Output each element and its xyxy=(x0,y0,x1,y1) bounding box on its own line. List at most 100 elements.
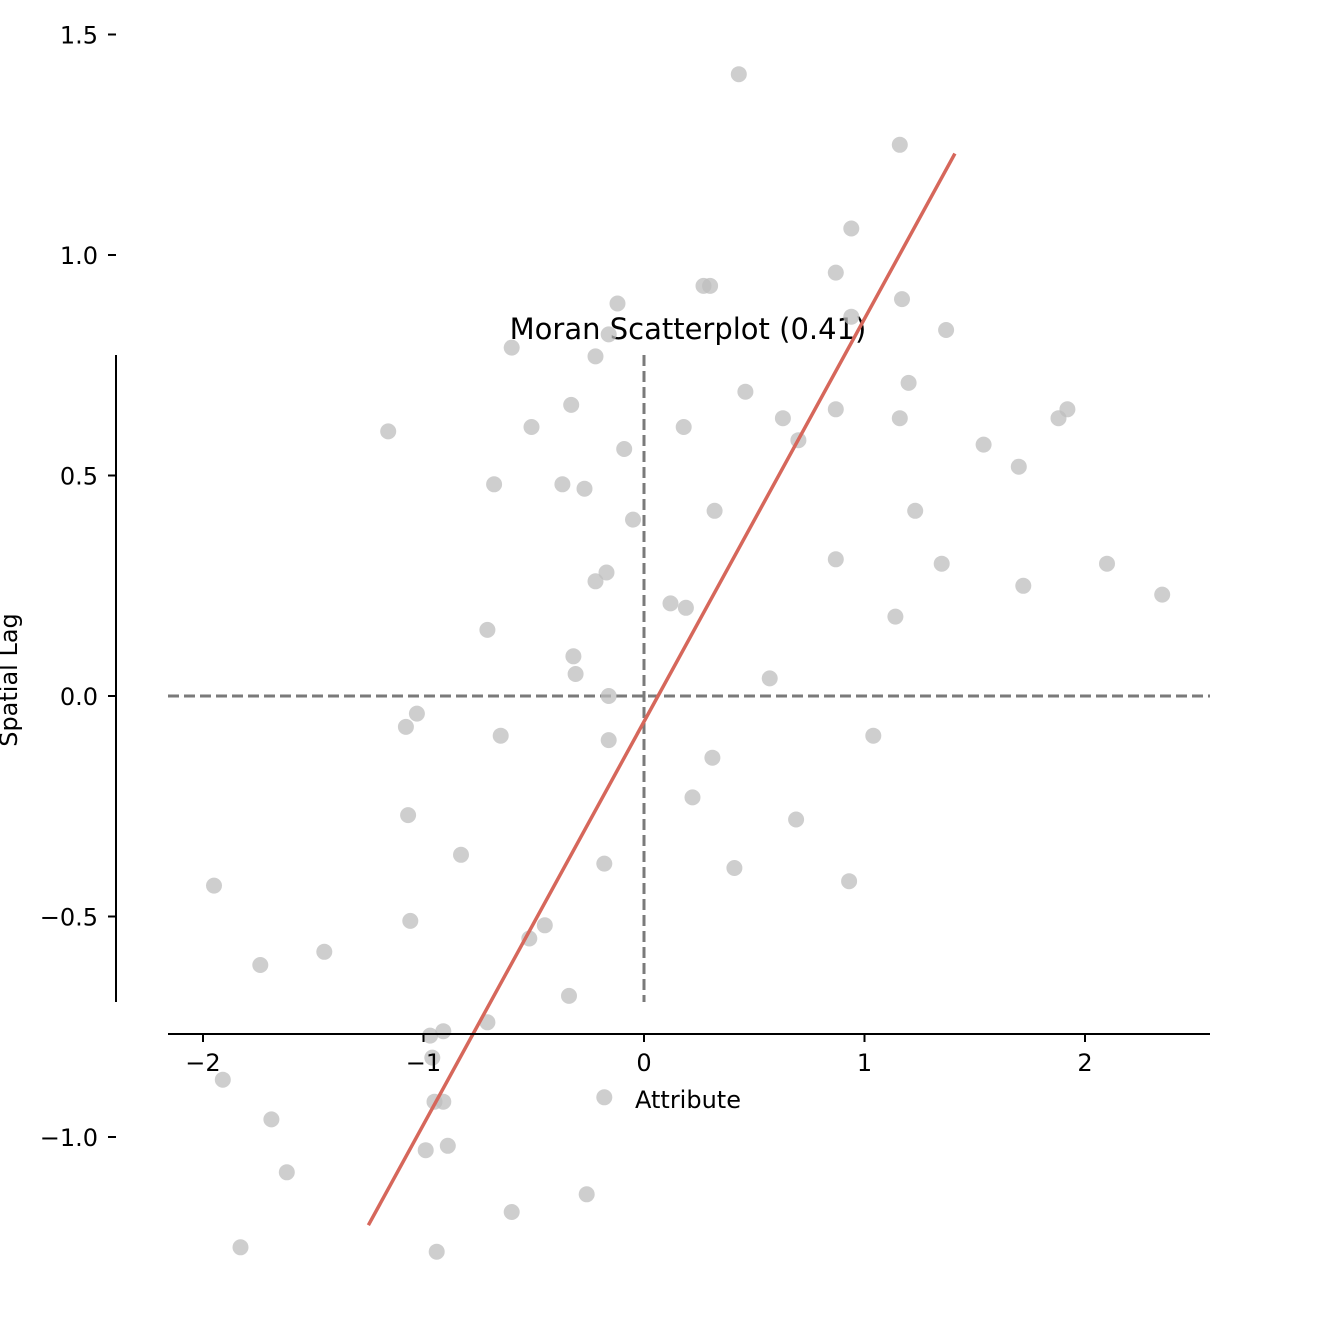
scatter-point xyxy=(827,264,844,281)
scatter-point xyxy=(737,383,754,400)
scatter-point xyxy=(827,401,844,418)
scatter-point xyxy=(933,555,950,572)
scatter-point xyxy=(625,511,641,528)
scatter-point xyxy=(214,1071,231,1088)
y-tick-label: 1.0 xyxy=(60,242,98,270)
scatter-point xyxy=(503,1204,520,1220)
scatter-point xyxy=(397,718,414,735)
scatter-point xyxy=(827,551,844,568)
scatter-point xyxy=(587,348,604,365)
scatter-point xyxy=(536,917,553,934)
scatter-point xyxy=(523,419,540,435)
scatter-point xyxy=(975,436,992,453)
scatter-point xyxy=(887,608,904,625)
scatter-point xyxy=(841,873,858,890)
regression-line-group xyxy=(366,152,957,1227)
scatter-point xyxy=(1099,555,1115,572)
x-tick-label: 0 xyxy=(636,1049,651,1077)
reference-lines xyxy=(168,355,1210,1002)
regression-line xyxy=(366,152,957,1227)
scatter-point xyxy=(938,322,955,338)
scatter-point xyxy=(616,441,633,457)
scatter-point xyxy=(677,599,694,616)
scatter-point xyxy=(598,564,615,581)
y-tick-label: −0.5 xyxy=(40,904,98,932)
y-tick-label: 1.5 xyxy=(60,22,98,50)
scatter-point xyxy=(554,476,571,493)
scatter-point xyxy=(865,727,882,744)
y-tick-label: 0.5 xyxy=(60,463,98,491)
scatter-point xyxy=(453,846,469,863)
scatter-point xyxy=(567,666,584,682)
scatter-point xyxy=(907,502,924,519)
y-axis-label: Spatial Lag xyxy=(0,613,23,747)
data-points xyxy=(206,66,1171,1260)
scatter-point xyxy=(206,877,222,894)
scatter-point xyxy=(408,705,425,722)
scatter-point xyxy=(439,1137,456,1154)
scatter-point xyxy=(486,476,503,493)
x-axis-ticks: −2 −1 0 1 2 xyxy=(185,1034,1093,1077)
x-tick-label: −2 xyxy=(185,1049,220,1077)
scatter-point xyxy=(600,688,617,704)
scatter-point xyxy=(891,136,908,153)
scatter-point xyxy=(1010,458,1027,475)
scatter-point xyxy=(843,308,860,325)
scatter-point xyxy=(278,1164,295,1181)
scatter-point xyxy=(503,339,520,356)
scatter-point xyxy=(428,1243,445,1260)
scatter-point xyxy=(1154,586,1171,603)
scatter-point xyxy=(609,295,626,312)
scatter-point xyxy=(402,912,419,929)
scatter-point xyxy=(316,943,333,960)
scatter-point xyxy=(563,396,580,413)
scatter-point xyxy=(702,277,719,294)
scatter-point xyxy=(252,957,269,973)
scatter-point xyxy=(578,1186,595,1203)
y-tick-label: −1.0 xyxy=(40,1124,98,1152)
scatter-point xyxy=(263,1111,280,1128)
scatter-point xyxy=(380,423,397,440)
scatter-point xyxy=(600,732,617,749)
scatter-point xyxy=(596,855,613,872)
scatter-point xyxy=(730,66,747,83)
scatter-point xyxy=(675,419,692,435)
scatter-point xyxy=(400,807,417,824)
scatter-point xyxy=(900,374,917,391)
scatter-point xyxy=(435,1023,452,1040)
scatter-point xyxy=(788,811,805,828)
y-tick-label: 0.0 xyxy=(60,683,98,711)
scatter-point xyxy=(761,670,778,687)
scatter-point xyxy=(479,621,496,638)
scatter-point xyxy=(1050,410,1067,427)
scatter-point xyxy=(521,930,538,947)
scatter-point xyxy=(1015,577,1032,594)
scatter-point xyxy=(662,595,679,612)
scatter-point xyxy=(706,502,723,519)
scatter-point xyxy=(843,220,860,237)
scatter-point xyxy=(565,648,582,665)
scatter-point xyxy=(596,1089,613,1106)
x-axis-label: Attribute xyxy=(635,1086,741,1114)
scatter-point xyxy=(894,291,910,308)
scatter-point xyxy=(891,410,908,427)
scatter-point xyxy=(576,480,593,497)
chart-title: Moran Scatterplot (0.41) xyxy=(510,312,867,346)
scatter-point xyxy=(424,1049,441,1066)
scatter-point xyxy=(684,789,701,806)
y-axis-ticks: −1.0 −0.5 0.0 0.5 1.0 1.5 xyxy=(40,22,116,1152)
scatter-point xyxy=(232,1239,249,1256)
scatter-point xyxy=(600,326,617,343)
scatter-point xyxy=(561,987,577,1004)
x-tick-label: −1 xyxy=(406,1049,441,1077)
scatter-point xyxy=(587,573,604,590)
scatter-point xyxy=(417,1142,434,1159)
scatter-point xyxy=(492,727,509,744)
scatter-point xyxy=(726,860,743,876)
scatter-point xyxy=(704,749,721,766)
scatter-point xyxy=(422,1027,439,1044)
x-tick-label: 1 xyxy=(857,1049,872,1077)
x-tick-label: 2 xyxy=(1077,1049,1092,1077)
scatter-point xyxy=(774,410,791,427)
